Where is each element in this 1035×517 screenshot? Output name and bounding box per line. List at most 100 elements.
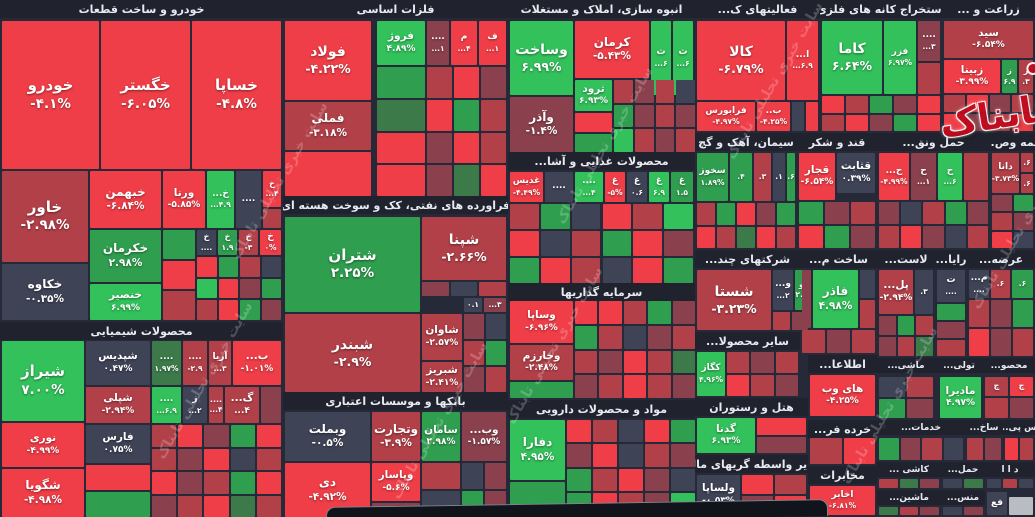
stock-tile[interactable]: ورنا -۵.۸۵% <box>163 171 205 228</box>
stock-tile[interactable]: سخوز ۱.۸۹% <box>697 153 728 201</box>
stock-tile-small[interactable] <box>944 114 965 131</box>
stock-tile-small[interactable] <box>806 102 818 131</box>
stock-tile-small[interactable] <box>197 278 217 299</box>
stock-tile-small[interactable] <box>575 325 598 349</box>
stock-tile[interactable]: .۶ <box>991 270 1010 298</box>
stock-tile-small[interactable] <box>852 330 875 353</box>
stock-tile[interactable]: ت.... <box>937 270 965 302</box>
stock-tile-small[interactable] <box>261 257 281 277</box>
stock-tile-small[interactable] <box>717 226 735 248</box>
stock-tile-small[interactable] <box>623 301 647 324</box>
stock-tile-small[interactable] <box>623 325 647 349</box>
stock-tile[interactable]: مادیرا ۴.۹۷% <box>940 377 981 418</box>
stock-tile-small[interactable] <box>1013 231 1033 248</box>
stock-tile[interactable]: .۶ <box>1021 174 1033 193</box>
stock-tile-small[interactable] <box>648 301 671 324</box>
stock-tile-small[interactable] <box>655 104 675 128</box>
stock-tile-small[interactable] <box>899 479 919 488</box>
stock-tile-small[interactable] <box>773 312 790 330</box>
stock-tile[interactable]: ح ...۱ <box>911 153 936 200</box>
stock-tile-small[interactable] <box>377 132 425 164</box>
stock-tile-small[interactable] <box>937 340 965 356</box>
stock-tile-small[interactable] <box>152 472 177 494</box>
stock-tile-small[interactable] <box>1013 195 1033 212</box>
stock-tile[interactable]: خبهمن -۶.۸۴% <box>90 171 161 228</box>
stock-tile[interactable]: ...۳ <box>484 298 506 312</box>
stock-tile-small[interactable] <box>1020 438 1033 460</box>
stock-tile-small[interactable] <box>633 204 663 229</box>
stock-tile[interactable]: شبندر -۲.۹% <box>285 314 420 392</box>
stock-tile[interactable]: فملی -۳.۱۸% <box>285 102 371 150</box>
stock-tile-small[interactable] <box>230 425 255 447</box>
stock-tile-small[interactable] <box>486 314 506 339</box>
stock-tile-small[interactable] <box>197 257 217 277</box>
stock-tile-small[interactable] <box>1013 213 1033 230</box>
stock-tile[interactable]: پل... -۲.۹۴% <box>879 270 913 314</box>
stock-tile-small[interactable] <box>742 475 773 494</box>
stock-tile-small[interactable] <box>907 377 933 397</box>
stock-tile-small[interactable] <box>614 80 633 103</box>
stock-tile-small[interactable] <box>802 270 811 328</box>
stock-tile-small[interactable] <box>1003 479 1017 488</box>
stock-tile[interactable]: و... ...۲ <box>773 270 793 310</box>
stock-tile[interactable]: کاما ۶.۶۴% <box>822 21 882 94</box>
stock-tile-small[interactable] <box>846 96 868 113</box>
stock-tile-small[interactable] <box>240 257 260 277</box>
stock-tile[interactable]: م ...۴ <box>451 21 477 65</box>
stock-tile[interactable]: شپنا -۲.۶۶% <box>422 217 506 280</box>
stock-tile-small[interactable] <box>860 270 875 298</box>
stock-tile[interactable]: وساپا -۶.۹۶% <box>510 301 573 343</box>
stock-tile-small[interactable] <box>510 204 539 229</box>
stock-tile-small[interactable] <box>614 104 633 128</box>
stock-tile-small[interactable] <box>870 114 892 131</box>
stock-tile-small[interactable] <box>486 340 506 366</box>
stock-tile-small[interactable] <box>602 204 632 229</box>
stock-tile[interactable]: ب.. -۴.۲۵% <box>757 102 790 131</box>
stock-tile-small[interactable] <box>464 340 484 366</box>
stock-tile-small[interactable] <box>966 95 988 112</box>
stock-tile[interactable]: ف ...۱ <box>479 21 506 65</box>
stock-tile-small[interactable] <box>851 226 875 248</box>
stock-tile-small[interactable] <box>218 278 238 299</box>
stock-tile-small[interactable] <box>825 226 849 248</box>
stock-tile-small[interactable] <box>1013 300 1033 327</box>
stock-tile-small[interactable] <box>671 444 695 467</box>
stock-tile-small[interactable] <box>462 463 483 489</box>
stock-tile-small[interactable] <box>599 301 622 324</box>
stock-tile-small[interactable] <box>825 202 849 224</box>
stock-tile-small[interactable] <box>757 203 775 225</box>
stock-tile-small[interactable] <box>377 67 425 98</box>
stock-tile-small[interactable] <box>567 468 591 491</box>
stock-tile-small[interactable] <box>655 80 675 103</box>
stock-tile-small[interactable] <box>256 472 281 494</box>
stock-tile[interactable]: ز ...۲ <box>183 387 207 423</box>
stock-tile-small[interactable] <box>240 278 260 299</box>
stock-tile-small[interactable] <box>593 444 617 467</box>
stock-tile[interactable]: کرمان -۵.۴۳% <box>575 21 649 78</box>
stock-tile-small[interactable] <box>901 226 922 248</box>
stock-tile[interactable]: .۳ <box>754 153 771 201</box>
stock-tile-small[interactable] <box>593 420 617 443</box>
stock-tile[interactable]: سید -۶.۵۴% <box>944 21 1033 58</box>
stock-tile[interactable]: .۴ <box>730 153 752 201</box>
stock-tile-small[interactable] <box>751 375 774 396</box>
stock-tile-small[interactable] <box>571 204 601 229</box>
stock-tile-small[interactable] <box>599 350 622 374</box>
stock-tile[interactable]: خکرمان ۲.۹۸% <box>90 230 161 282</box>
stock-tile-small[interactable] <box>967 438 983 460</box>
stock-tile-small[interactable] <box>575 133 612 152</box>
stock-tile[interactable]: خ ۱.۹ <box>218 230 237 255</box>
stock-tile[interactable]: دی -۴.۹۲% <box>285 463 370 517</box>
stock-tile[interactable]: ث ...۶ <box>651 21 671 95</box>
stock-tile[interactable]: .... -۲.۹ <box>183 341 207 385</box>
stock-tile[interactable]: .... ...۱ <box>427 21 449 65</box>
stock-tile[interactable]: .... ...۴ <box>209 387 223 423</box>
stock-tile-small[interactable] <box>757 226 775 248</box>
stock-tile-small[interactable] <box>204 472 229 494</box>
stock-tile-small[interactable] <box>1019 479 1033 488</box>
stock-tile[interactable]: گ... ...۴ <box>225 387 259 423</box>
stock-tile-small[interactable] <box>676 104 695 128</box>
stock-tile-small[interactable] <box>197 300 217 320</box>
stock-tile-small[interactable] <box>427 165 452 196</box>
stock-tile-small[interactable] <box>945 202 966 224</box>
